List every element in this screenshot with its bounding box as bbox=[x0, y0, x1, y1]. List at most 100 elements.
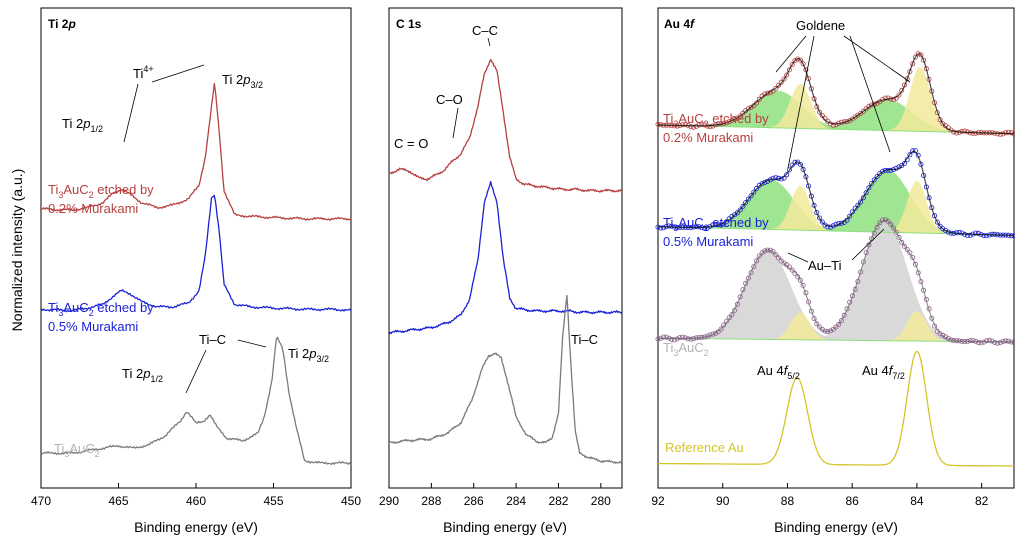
data-point bbox=[869, 180, 875, 186]
data-point bbox=[745, 275, 751, 281]
x-axis-title-au4f: Binding energy (eV) bbox=[774, 519, 898, 535]
label-au4f-05-line2: 0.5% Murakami bbox=[663, 234, 753, 249]
data-point bbox=[863, 106, 869, 112]
data-point bbox=[833, 324, 839, 330]
data-point bbox=[984, 338, 990, 344]
panel-ti2p-frame bbox=[40, 7, 352, 489]
data-point bbox=[680, 334, 686, 340]
data-point bbox=[937, 331, 943, 337]
data-point bbox=[797, 277, 803, 283]
data-point bbox=[921, 57, 927, 63]
data-point bbox=[847, 213, 853, 219]
component-fill-2-1 bbox=[810, 220, 960, 342]
data-point bbox=[702, 225, 708, 231]
data-point bbox=[702, 122, 708, 128]
data-point bbox=[710, 123, 716, 129]
data-point bbox=[970, 338, 976, 344]
x-tick-label: 470 bbox=[31, 494, 51, 508]
data-point bbox=[691, 124, 697, 130]
ann-auti: Au–Ti bbox=[808, 258, 842, 273]
data-point bbox=[655, 121, 661, 127]
data-point bbox=[756, 253, 762, 259]
data-point bbox=[937, 223, 943, 229]
label-ti2p-pristine: Ti3AuC2 bbox=[54, 441, 100, 459]
data-point bbox=[759, 180, 765, 186]
ann-ti2p12-pristine: Ti 2p1/2 bbox=[122, 366, 163, 384]
leader-ti4-left bbox=[123, 83, 139, 143]
data-point bbox=[896, 234, 902, 240]
label-au4f-pristine: Ti3AuC2 bbox=[663, 340, 709, 358]
data-point bbox=[954, 130, 960, 136]
data-point bbox=[740, 110, 746, 116]
data-point bbox=[811, 202, 817, 208]
panel-title-au4f: Au 4f bbox=[664, 17, 695, 31]
data-point bbox=[765, 90, 771, 96]
data-point bbox=[745, 196, 751, 202]
ann-c-eq-o: C = O bbox=[394, 136, 428, 151]
data-point bbox=[724, 219, 730, 225]
data-point bbox=[773, 251, 779, 257]
ann-au4f52: Au 4f5/2 bbox=[757, 363, 800, 381]
data-point bbox=[863, 190, 869, 196]
data-point bbox=[718, 326, 724, 332]
data-point bbox=[882, 95, 888, 101]
spectrum-line-reference bbox=[658, 350, 1014, 467]
data-point bbox=[912, 261, 918, 267]
data-point bbox=[860, 195, 866, 201]
data-point bbox=[776, 82, 782, 88]
component-fill-0-3 bbox=[888, 67, 953, 133]
data-point bbox=[885, 95, 891, 101]
x-tick-label: 86 bbox=[846, 494, 860, 508]
data-point bbox=[880, 168, 886, 174]
leader-goldene-3 bbox=[843, 35, 911, 83]
label-au4f-reference: Reference Au bbox=[665, 440, 744, 455]
data-point bbox=[721, 322, 727, 328]
data-point bbox=[713, 221, 719, 227]
data-point bbox=[943, 227, 949, 233]
data-point bbox=[830, 122, 836, 128]
data-point bbox=[912, 54, 918, 60]
leader-goldene-1 bbox=[775, 35, 807, 73]
data-point bbox=[797, 161, 803, 167]
data-point bbox=[792, 58, 798, 64]
label-ti2p-02-line2: 0.2% Murakami bbox=[48, 201, 138, 216]
data-point bbox=[800, 166, 806, 172]
data-point bbox=[995, 340, 1001, 346]
leader-ti4-right bbox=[151, 64, 205, 83]
data-point bbox=[781, 76, 787, 82]
data-point bbox=[688, 124, 694, 130]
fit-envelope-0 bbox=[658, 53, 1015, 135]
data-point bbox=[874, 224, 880, 230]
data-point bbox=[860, 108, 866, 114]
data-point bbox=[770, 249, 776, 255]
data-point bbox=[839, 318, 845, 324]
x-tick-label: 450 bbox=[341, 494, 361, 508]
leader-tic-left bbox=[185, 349, 207, 394]
spectrum-line-1-2 bbox=[388, 294, 623, 465]
leader-tic-right bbox=[237, 339, 267, 348]
ann-tic-ti2p: Ti–C bbox=[199, 332, 226, 347]
data-point bbox=[754, 258, 760, 264]
label-au4f-02-line1: Ti3AuC2 etched by bbox=[663, 111, 769, 129]
data-point bbox=[981, 233, 987, 239]
data-point bbox=[789, 62, 795, 68]
x-tick-label: 84 bbox=[910, 494, 924, 508]
data-point bbox=[828, 224, 834, 230]
data-point bbox=[729, 312, 735, 318]
data-point bbox=[710, 222, 716, 228]
data-point bbox=[984, 233, 990, 239]
data-point bbox=[839, 220, 845, 226]
component-fill-1-3 bbox=[888, 180, 946, 234]
leader-goldene-2 bbox=[787, 35, 815, 169]
data-point bbox=[666, 223, 672, 229]
data-point bbox=[871, 177, 877, 183]
data-point bbox=[817, 109, 823, 115]
x-tick-label: 92 bbox=[651, 494, 665, 508]
data-point bbox=[762, 248, 768, 254]
spectrum-line-1-0 bbox=[388, 58, 623, 193]
x-tick-label: 460 bbox=[186, 494, 206, 508]
data-point bbox=[669, 223, 675, 229]
data-point bbox=[778, 79, 784, 85]
data-point bbox=[910, 148, 916, 154]
data-point bbox=[967, 232, 973, 238]
